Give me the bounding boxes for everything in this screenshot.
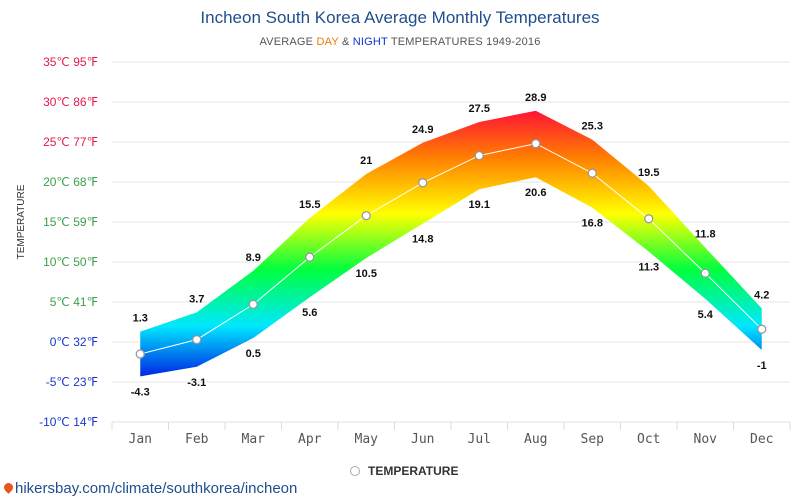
y-tick-label: 25℃ 77℉ [43,135,98,149]
day-temperature-label: 1.3 [133,313,148,325]
temperature-point [474,150,484,161]
temperature-point [418,178,428,188]
day-temperature-label: 4.2 [754,289,769,301]
source-link-text: hikersbay.com/climate/southkorea/incheon [15,480,298,497]
chart-title: Incheon South Korea Average Monthly Temp… [200,8,600,27]
temperature-point [757,324,767,334]
night-temperature-label: 10.5 [356,268,377,280]
x-tick-label: Nov [694,432,718,447]
x-tick-label: Apr [298,432,322,447]
temperature-point [587,168,597,178]
x-tick-label: Jan [129,432,152,447]
day-temperature-label: 19.5 [638,167,659,179]
day-temperature-label: 11.8 [695,229,716,241]
legend-marker-icon [350,466,360,476]
day-temperature-label: 28.9 [525,92,546,104]
x-tick-label: Feb [185,432,209,447]
night-temperature-label: -1 [757,360,767,372]
subtitle-amp: & [338,36,353,48]
subtitle-prefix: AVERAGE [259,36,317,48]
y-tick-label: 30℃ 86℉ [43,95,98,109]
temperature-line [140,143,763,355]
night-temperature-label: 20.6 [525,187,546,199]
temperature-point [192,334,202,345]
night-temperature-label: 11.3 [638,262,659,274]
y-tick-label: 5℃ 41℉ [50,295,98,309]
day-temperature-label: 24.9 [412,124,433,136]
day-temperature-label: 3.7 [189,293,204,305]
y-tick-label: 35℃ 95℉ [43,55,98,69]
night-temperature-label: 19.1 [469,199,490,211]
day-temperature-label: 27.5 [469,103,490,115]
location-pin-icon [2,481,15,494]
temperature-range-band [140,110,762,377]
x-tick-label: Jul [468,432,491,447]
night-temperature-label: 5.4 [698,309,714,321]
y-axis-title: TEMPERATURE [16,184,27,259]
legend-label: TEMPERATURE [368,464,459,478]
day-temperature-label: 25.3 [582,121,603,133]
chart-subtitle: AVERAGE DAY & NIGHT TEMPERATURES 1949-20… [0,36,800,48]
temperature-point [135,349,145,359]
day-temperature-label: 21 [360,155,372,167]
day-temperature-label: 15.5 [299,199,320,211]
temperature-point [700,268,710,278]
temperature-point [531,138,541,149]
night-temperature-label: -3.1 [187,377,206,389]
subtitle-day: DAY [316,36,339,48]
y-tick-label: 0℃ 32℉ [50,335,98,349]
subtitle-night: NIGHT [352,36,388,48]
night-temperature-label: 5.6 [302,307,317,319]
night-temperature-label: 14.8 [412,234,433,246]
temperature-point [305,252,315,262]
y-tick-label: 20℃ 68℉ [43,175,98,189]
night-temperature-label: 16.8 [582,218,603,230]
chart-legend[interactable]: TEMPERATURE [350,464,458,478]
x-tick-label: Oct [637,432,660,447]
x-tick-label: Jun [411,432,434,447]
temperature-point [248,299,258,310]
y-tick-label: 10℃ 50℉ [43,255,98,269]
subtitle-suffix: TEMPERATURES 1949-2016 [387,36,541,48]
source-link[interactable]: hikersbay.com/climate/southkorea/incheon [2,480,298,497]
x-tick-label: May [355,432,379,447]
x-tick-label: Aug [524,432,547,447]
temperature-point [644,214,654,224]
x-tick-label: Dec [750,432,773,447]
x-tick-label: Mar [242,432,266,447]
y-tick-label: -10℃ 14℉ [39,415,98,429]
y-tick-label: -5℃ 23℉ [46,375,98,389]
night-temperature-label: 0.5 [246,348,261,360]
x-tick-label: Sep [581,432,605,447]
y-tick-label: 15℃ 59℉ [43,215,98,229]
night-temperature-label: -4.3 [131,386,150,398]
day-temperature-label: 8.9 [246,252,261,264]
temperature-point [361,210,371,221]
